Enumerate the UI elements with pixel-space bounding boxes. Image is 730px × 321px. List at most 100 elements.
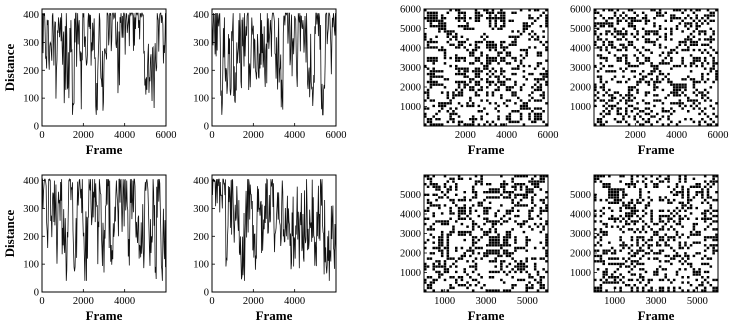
chart-panel-5: 1000 2000 3000 4000 5000 6000 2000 4000 6000 Fram… [400,5,559,158]
y-tick-label: 4000 [570,210,591,221]
y-tick-label: 200 [193,66,209,77]
y-tick-label: 1000 [400,102,421,113]
x-tick-label: 6000 [538,130,559,141]
axes-frame [211,174,337,293]
y-tick-label: 2000 [570,249,591,260]
y-tick-label: 4000 [570,44,591,55]
y-tick-label: 200 [193,232,209,243]
x-tick-label: 1000 [604,296,625,307]
y-tick-label: 0 [34,288,39,299]
x-tick-label: 2000 [73,296,94,307]
recurrence-matrix [424,9,548,126]
recurrence-cells [594,9,718,126]
distance-series-line [42,177,166,281]
x-axis-label: Frame [468,308,505,321]
x-tick-label: 0 [39,296,44,307]
y-tick-label: 5000 [570,24,591,35]
y-tick-label: 100 [193,260,209,271]
x-tick-label: 3000 [476,296,497,307]
distance-series-line [212,12,336,116]
x-axis-label: Frame [468,142,505,157]
x-tick-label: 4000 [666,130,687,141]
x-tick-label: 2000 [73,130,94,141]
y-tick-label: 400 [193,176,209,187]
y-tick-label: 6000 [400,5,421,16]
axes-frame [41,174,167,293]
x-tick-label: 0 [39,130,44,141]
x-tick-label: 0 [209,296,214,307]
y-tick-label: 3000 [400,63,421,74]
axes-frame [211,8,337,127]
y-tick-label: 2000 [400,249,421,260]
x-axis-label: Frame [256,308,293,321]
x-tick-label: 4000 [284,130,305,141]
y-tick-label: 2000 [400,83,421,94]
y-tick-label: 1000 [400,268,421,279]
x-tick-label: 4000 [284,296,305,307]
x-axis-label: Frame [86,142,123,157]
x-tick-label: 6000 [326,130,347,141]
recurrence-cells [424,9,548,126]
y-axis-label: Distance [2,43,17,91]
chart-panel-8: 1000 2000 3000 4000 5000 1000 3000 5000 Frame [570,174,719,321]
chart-panel-7: 1000 2000 3000 4000 5000 1000 3000 5000 Frame [400,174,549,321]
x-tick-label: 4000 [496,130,517,141]
y-tick-label: 1000 [570,268,591,279]
x-tick-label: 5000 [517,296,538,307]
x-tick-label: 2000 [243,296,264,307]
x-tick-label: 2000 [243,130,264,141]
y-tick-label: 5000 [400,24,421,35]
y-tick-label: 300 [23,38,39,49]
y-tick-label: 300 [193,204,209,215]
x-axis-label: Frame [638,142,675,157]
y-tick-label: 0 [204,122,209,133]
y-tick-label: 3000 [400,229,421,240]
x-axis-label: Frame [86,308,123,321]
recurrence-cells [594,175,718,292]
x-tick-label: 6000 [156,130,177,141]
y-tick-label: 400 [23,10,39,21]
y-tick-label: 100 [23,260,39,271]
y-tick-label: 3000 [570,229,591,240]
x-tick-label: 2000 [625,130,646,141]
y-tick-label: 300 [23,204,39,215]
y-tick-label: 2000 [570,83,591,94]
y-tick-label: 0 [34,122,39,133]
x-tick-label: 5000 [687,296,708,307]
x-tick-label: 2000 [455,130,476,141]
x-tick-label: 6000 [708,130,729,141]
y-tick-label: 0 [204,288,209,299]
axes-frame [41,8,167,127]
y-tick-label: 100 [23,94,39,105]
y-tick-label: 1000 [570,102,591,113]
y-tick-label: 5000 [400,190,421,201]
recurrence-cells [424,175,548,292]
y-tick-label: 4000 [400,44,421,55]
y-tick-label: 200 [23,66,39,77]
chart-panel-6: 1000 2000 3000 4000 5000 6000 2000 4000 6000 Fram… [570,5,729,158]
y-tick-label: 400 [23,176,39,187]
x-tick-label: 3000 [646,296,667,307]
recurrence-matrix [594,9,718,126]
x-tick-label: 4000 [114,130,135,141]
x-axis-label: Frame [638,308,675,321]
y-tick-label: 300 [193,38,209,49]
x-tick-label: 4000 [114,296,135,307]
distance-series-line [212,177,336,281]
y-tick-label: 5000 [570,190,591,201]
y-tick-label: 4000 [400,210,421,221]
x-tick-label: 1000 [434,296,455,307]
y-axis-label: Distance [2,209,17,257]
y-tick-label: 200 [23,232,39,243]
distance-series-line [42,12,166,115]
x-tick-label: 0 [209,130,214,141]
y-tick-label: 6000 [570,5,591,16]
y-tick-label: 3000 [570,63,591,74]
y-tick-label: 100 [193,94,209,105]
recurrence-matrix [424,175,548,292]
